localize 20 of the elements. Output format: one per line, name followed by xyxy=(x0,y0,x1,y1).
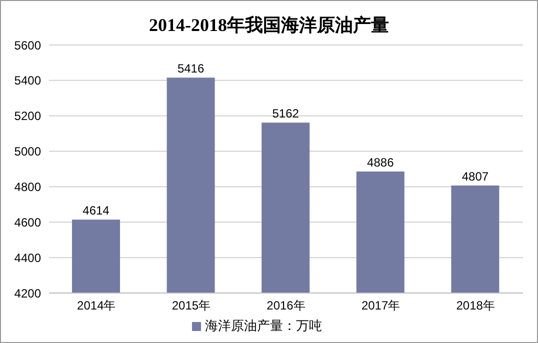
y-tick-label: 5600 xyxy=(14,38,42,52)
data-label: 5162 xyxy=(272,106,300,121)
x-tick-label: 2018年 xyxy=(456,298,495,313)
data-label: 4807 xyxy=(462,169,489,184)
y-tick-label: 5200 xyxy=(14,109,42,124)
data-label: 5416 xyxy=(177,62,204,76)
x-tick-label: 2017年 xyxy=(361,298,400,313)
data-label: 4886 xyxy=(367,155,394,170)
data-label: 4614 xyxy=(82,204,110,218)
y-tick-label: 4600 xyxy=(14,215,42,230)
y-tick-label: 4200 xyxy=(14,286,42,300)
x-tick-label: 2015年 xyxy=(172,298,211,313)
y-tick-label: 5400 xyxy=(14,74,42,88)
legend-label: 海洋原油产量：万吨 xyxy=(205,318,322,333)
x-tick-label: 2014年 xyxy=(77,298,116,313)
x-tick-label: 2016年 xyxy=(266,298,306,313)
y-tick-label: 4800 xyxy=(14,180,42,194)
chart-title: 2014-2018年我国海洋原油产量 xyxy=(148,14,390,37)
y-tick-label: 4400 xyxy=(14,250,42,265)
y-tick-label: 5000 xyxy=(14,144,42,159)
